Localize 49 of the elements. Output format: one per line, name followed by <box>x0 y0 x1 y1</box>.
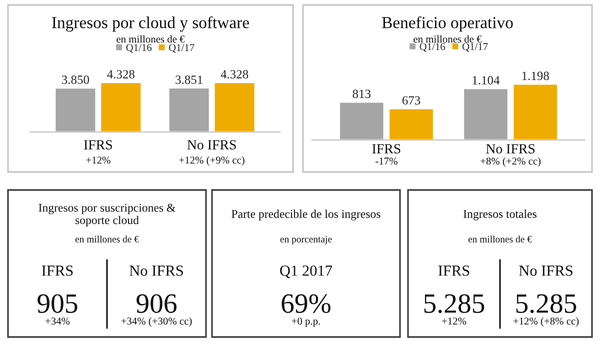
x-tick-label: IFRS <box>372 144 400 154</box>
chart-subtitle: en millones de € <box>414 35 482 43</box>
legend-label: Q1/17 <box>462 43 488 52</box>
text: 905 <box>38 294 78 313</box>
text: 5.285 <box>424 294 484 314</box>
text: Ingresos totales <box>464 210 536 220</box>
legend-label: Q1/16 <box>126 44 152 53</box>
category-label: IFRS <box>438 266 470 276</box>
data-label: 4.328 <box>107 70 134 79</box>
bar <box>388 108 434 140</box>
text: en millones de € <box>75 236 139 242</box>
text: Parte predecible de los ingresos <box>232 210 380 220</box>
data-label: 1.104 <box>472 76 500 85</box>
legend-label: Q1/17 <box>168 44 194 53</box>
chart-title: Beneficio operativo <box>382 16 513 32</box>
category-label: No IFRS <box>519 266 572 276</box>
x-tick-label: No IFRS <box>187 140 236 150</box>
data-label: 673 <box>402 96 420 105</box>
data-label: 3.851 <box>176 76 202 84</box>
bar <box>512 83 558 140</box>
text: +8% (+2% cc) <box>480 157 541 167</box>
text: +0 p.p. <box>292 318 320 327</box>
chart-title: Ingresos por cloud y software <box>52 16 249 32</box>
text: 906 <box>136 294 177 313</box>
text: +34% <box>46 318 70 325</box>
category-label: IFRS <box>42 266 73 276</box>
text: +12% <box>86 156 110 164</box>
chart-subtitle: en millones de € <box>116 35 185 43</box>
text: +12% <box>442 318 466 325</box>
x-tick-label: IFRS <box>84 140 112 150</box>
text: +12% (+9% cc) <box>179 156 244 166</box>
bar <box>338 101 385 140</box>
bar <box>462 88 509 140</box>
text: 5.285 <box>516 294 576 314</box>
text: +12% (+8% cc) <box>513 317 579 327</box>
x-tick-label: No IFRS <box>486 144 535 154</box>
data-label: 4.328 <box>220 70 248 79</box>
category-label: No IFRS <box>130 266 183 276</box>
data-label: 3.850 <box>62 76 90 84</box>
text: en porcentaje <box>280 236 332 244</box>
data-label: 813 <box>352 90 371 98</box>
text: Ingresos por suscripciones & soporte cloud <box>38 204 176 227</box>
text: en millones de € <box>468 236 532 242</box>
text: -17% <box>376 158 398 165</box>
text: +34% (+30% cc) <box>121 317 192 327</box>
text: 69% <box>282 294 331 314</box>
data-label: 1.198 <box>522 72 549 80</box>
category-label: Q1 2017 <box>280 266 332 278</box>
legend-label: Q1/16 <box>420 43 446 52</box>
